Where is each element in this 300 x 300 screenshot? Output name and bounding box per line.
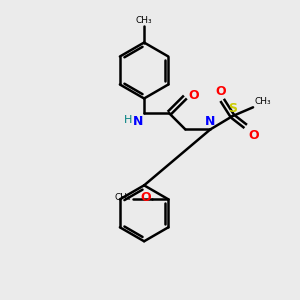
Text: S: S [229, 102, 238, 115]
Text: CH₃: CH₃ [254, 97, 271, 106]
Text: O: O [215, 85, 226, 98]
Text: CH₃: CH₃ [136, 16, 152, 25]
Text: N: N [132, 115, 143, 128]
Text: N: N [205, 115, 215, 128]
Text: O: O [140, 191, 151, 204]
Text: O: O [188, 89, 199, 102]
Text: CH₃: CH₃ [115, 193, 131, 202]
Text: H: H [124, 115, 132, 125]
Text: O: O [249, 129, 259, 142]
